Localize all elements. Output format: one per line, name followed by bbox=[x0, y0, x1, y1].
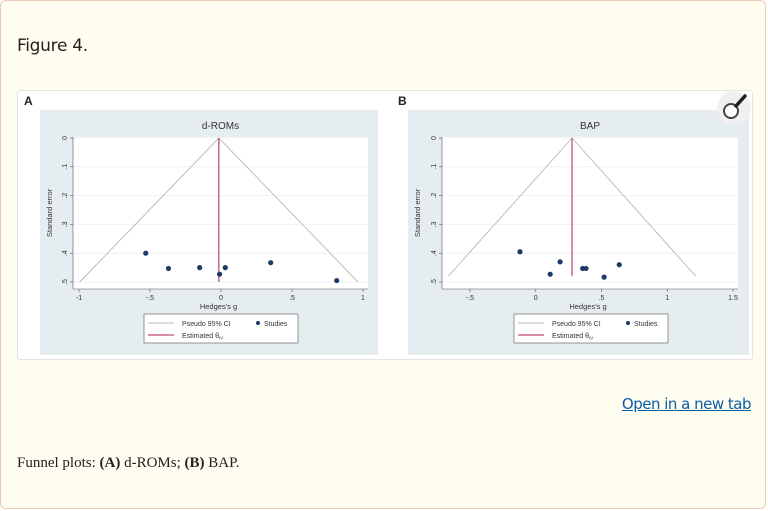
study-point bbox=[517, 249, 523, 255]
study-point bbox=[616, 262, 622, 268]
caption-b-label: (B) bbox=[184, 455, 205, 471]
y-axis-label: Standard error bbox=[413, 188, 422, 237]
x-tick-label: -1 bbox=[76, 295, 82, 302]
x-axis-label: Hedges's g bbox=[200, 302, 237, 311]
legend-box bbox=[513, 313, 669, 344]
study-point bbox=[268, 260, 274, 266]
plot-area bbox=[73, 137, 368, 289]
study-point bbox=[583, 265, 589, 272]
study-point bbox=[334, 277, 340, 284]
legend-box bbox=[143, 313, 299, 344]
legend-estimate-label: Estimated θIV bbox=[182, 333, 223, 341]
y-tick-label: 0 bbox=[431, 136, 438, 140]
legend-estimate-subscript: IV bbox=[219, 336, 223, 341]
panel-label-b: B bbox=[398, 94, 407, 108]
x-tick-label: 1 bbox=[665, 295, 669, 302]
y-tick-label: .4 bbox=[431, 250, 438, 256]
x-tick-label: .5 bbox=[289, 295, 295, 302]
plot-area bbox=[442, 137, 738, 289]
caption-prefix: Funnel plots: bbox=[17, 455, 100, 471]
study-point bbox=[222, 265, 228, 271]
x-axis-label: Hedges's g bbox=[569, 302, 606, 311]
legend-studies-label: Studies bbox=[634, 321, 658, 328]
legend-estimate-subscript: IV bbox=[589, 336, 593, 341]
x-tick-label: .5 bbox=[599, 295, 605, 302]
y-tick-label: 0 bbox=[62, 136, 69, 140]
x-tick-label: 1.5 bbox=[728, 295, 738, 302]
legend-studies-label: Studies bbox=[264, 321, 288, 328]
chart-title: d-ROMs bbox=[202, 121, 239, 132]
y-tick-label: .3 bbox=[62, 221, 69, 227]
open-in-new-tab-link[interactable]: Open in a new tab bbox=[621, 395, 752, 413]
funnel-plot-b-svg: BAP 0 .1 .2 .3 .4 .5 -.5 0 .5 1 1.5 Hedges's g Standa… bbox=[413, 121, 738, 344]
funnel-plot-a-svg: d-ROMs 0 .1 .2 .3 .4 .5 -1 -.5 0 .5 1 Hedges's g Stan… bbox=[45, 121, 368, 344]
y-tick-label: .2 bbox=[62, 193, 69, 199]
study-point bbox=[197, 265, 203, 271]
caption-a-text: d-ROMs; bbox=[120, 455, 185, 471]
y-tick-label: .5 bbox=[62, 279, 69, 285]
figure-title: Figure 4. bbox=[17, 36, 88, 56]
legend-ci-label: Pseudo 95% CI bbox=[182, 321, 231, 328]
funnel-chart-b: BAP 0 .1 .2 .3 .4 .5 -.5 0 .5 1 1.5 Hedges's g Standa… bbox=[408, 110, 749, 355]
chart-title: BAP bbox=[580, 121, 600, 132]
study-point bbox=[557, 259, 563, 265]
x-tick-label: -.5 bbox=[146, 295, 154, 302]
y-tick-label: .4 bbox=[62, 250, 69, 256]
legend-studies-swatch bbox=[256, 321, 260, 325]
legend-estimate-label: Estimated θIV bbox=[552, 333, 593, 341]
y-tick-label: .5 bbox=[431, 279, 438, 285]
legend-studies-swatch bbox=[626, 321, 630, 325]
funnel-chart-a: d-ROMs 0 .1 .2 .3 .4 .5 -1 -.5 0 .5 1 Hedges's g Stan… bbox=[40, 110, 378, 355]
caption-b-text: BAP. bbox=[204, 455, 240, 471]
legend-ci-label: Pseudo 95% CI bbox=[552, 321, 601, 328]
x-tick-label: 0 bbox=[534, 295, 538, 302]
study-point bbox=[165, 265, 172, 272]
x-tick-label: 0 bbox=[219, 295, 223, 302]
x-tick-label: -.5 bbox=[466, 295, 474, 302]
study-point bbox=[216, 271, 223, 277]
y-axis-label: Standard error bbox=[45, 188, 54, 237]
x-tick-label: 1 bbox=[361, 295, 365, 302]
magnifier-icon bbox=[717, 91, 751, 125]
caption-a-label: (A) bbox=[99, 455, 121, 471]
y-tick-label: .2 bbox=[431, 193, 438, 199]
y-tick-label: .3 bbox=[431, 221, 438, 227]
y-tick-label: .1 bbox=[431, 164, 438, 170]
study-point bbox=[547, 271, 553, 277]
panel-label-a: A bbox=[24, 94, 33, 108]
study-point bbox=[143, 250, 149, 256]
y-tick-label: .1 bbox=[62, 164, 69, 170]
study-point bbox=[601, 274, 607, 280]
figure-caption: Funnel plots: (A) d-ROMs; (B) BAP. bbox=[17, 455, 240, 472]
enlarge-image-button[interactable] bbox=[716, 90, 752, 126]
